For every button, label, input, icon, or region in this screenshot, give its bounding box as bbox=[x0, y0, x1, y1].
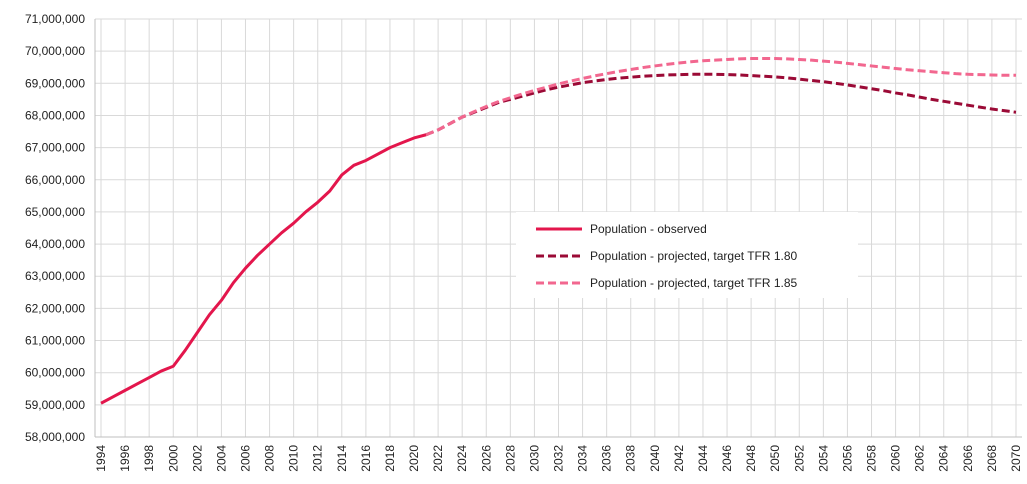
x-tick-label: 2004 bbox=[214, 445, 228, 472]
x-tick-label: 2030 bbox=[527, 445, 541, 472]
x-tick-label: 2042 bbox=[672, 445, 686, 472]
legend: Population - observed Population - projec… bbox=[516, 212, 858, 298]
x-tick-label: 2024 bbox=[455, 445, 469, 472]
x-tick-label: 2010 bbox=[287, 445, 301, 472]
x-tick-label: 2058 bbox=[865, 445, 879, 472]
y-tick-label: 63,000,000 bbox=[25, 269, 85, 283]
x-tick-label: 2020 bbox=[407, 445, 421, 472]
y-tick-label: 71,000,000 bbox=[25, 12, 85, 26]
series-line bbox=[425, 72, 1017, 137]
x-tick-label: 1994 bbox=[94, 445, 108, 472]
legend-label: Population - projected, target TFR 1.80 bbox=[590, 249, 798, 263]
x-tick-label: 1996 bbox=[118, 445, 132, 472]
y-tick-label: 61,000,000 bbox=[25, 334, 85, 348]
x-tick-label: 2054 bbox=[816, 445, 830, 472]
x-tick-label: 2040 bbox=[648, 445, 662, 472]
y-tick-label: 66,000,000 bbox=[25, 173, 85, 187]
y-tick-label: 64,000,000 bbox=[25, 237, 85, 251]
x-tick-label: 2000 bbox=[166, 445, 180, 472]
y-tick-label: 59,000,000 bbox=[25, 398, 85, 412]
x-tick-label: 2008 bbox=[263, 445, 277, 472]
x-tick-label: 2006 bbox=[238, 445, 252, 472]
x-tick-label: 2070 bbox=[1009, 445, 1023, 472]
y-tick-label: 60,000,000 bbox=[25, 366, 85, 380]
x-tick-label: 2002 bbox=[190, 445, 204, 472]
x-tick-label: 2034 bbox=[576, 445, 590, 472]
y-tick-label: 70,000,000 bbox=[25, 44, 85, 58]
x-tick-label: 2044 bbox=[696, 445, 710, 472]
x-tick-label: 2060 bbox=[889, 445, 903, 472]
x-tick-label: 2022 bbox=[431, 445, 445, 472]
y-tick-label: 69,000,000 bbox=[25, 76, 85, 90]
x-tick-label: 2038 bbox=[624, 445, 638, 472]
x-tick-label: 2066 bbox=[961, 445, 975, 472]
x-tick-label: 1998 bbox=[142, 445, 156, 472]
x-tick-label: 2062 bbox=[913, 445, 927, 472]
y-tick-label: 68,000,000 bbox=[25, 108, 85, 122]
x-tick-label: 2014 bbox=[335, 445, 349, 472]
x-tick-label: 2026 bbox=[479, 445, 493, 472]
y-tick-label: 62,000,000 bbox=[25, 301, 85, 315]
x-tick-label: 2056 bbox=[840, 445, 854, 472]
x-tick-label: 2018 bbox=[383, 445, 397, 472]
x-tick-label: 2068 bbox=[985, 445, 999, 472]
y-tick-label: 65,000,000 bbox=[25, 205, 85, 219]
x-tick-label: 2052 bbox=[792, 445, 806, 472]
x-tick-label: 2012 bbox=[311, 445, 325, 472]
x-tick-label: 2032 bbox=[552, 445, 566, 472]
series-line bbox=[425, 57, 1016, 137]
x-tick-label: 2046 bbox=[720, 445, 734, 472]
y-tick-label: 67,000,000 bbox=[25, 141, 85, 155]
y-tick-label: 58,000,000 bbox=[25, 430, 85, 444]
x-tick-label: 2050 bbox=[768, 445, 782, 472]
x-tick-label: 2036 bbox=[600, 445, 614, 472]
legend-label: Population - observed bbox=[590, 222, 707, 236]
x-tick-label: 2048 bbox=[744, 445, 758, 472]
legend-label: Population - projected, target TFR 1.85 bbox=[590, 276, 798, 290]
x-tick-label: 2028 bbox=[503, 445, 517, 472]
x-tick-label: 2016 bbox=[359, 445, 373, 472]
series-line bbox=[100, 133, 427, 405]
x-tick-label: 2064 bbox=[937, 445, 951, 472]
